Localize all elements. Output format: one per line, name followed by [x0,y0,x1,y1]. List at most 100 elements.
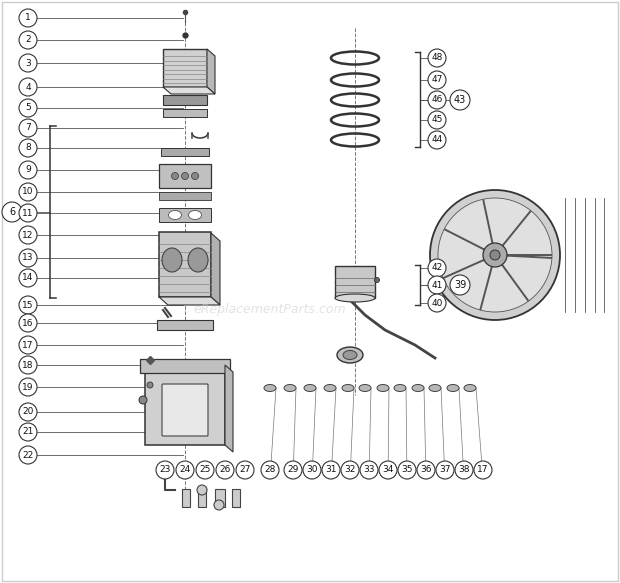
Circle shape [192,173,198,180]
FancyBboxPatch shape [159,232,211,297]
Circle shape [261,461,279,479]
FancyBboxPatch shape [159,208,211,222]
Circle shape [172,173,179,180]
Circle shape [19,226,37,244]
Circle shape [19,78,37,96]
Text: 37: 37 [439,465,451,475]
Ellipse shape [447,385,459,392]
Circle shape [438,198,552,312]
Text: 22: 22 [22,451,33,459]
Polygon shape [211,233,220,305]
Circle shape [19,269,37,287]
Ellipse shape [304,385,316,392]
Ellipse shape [337,347,363,363]
Circle shape [197,485,207,495]
FancyBboxPatch shape [163,109,207,117]
Circle shape [428,91,446,109]
Text: 24: 24 [179,465,190,475]
Circle shape [19,183,37,201]
Text: 45: 45 [432,115,443,125]
Circle shape [19,119,37,137]
Ellipse shape [188,210,202,220]
Ellipse shape [324,385,336,392]
FancyBboxPatch shape [335,266,375,298]
Circle shape [374,278,379,283]
Ellipse shape [377,385,389,392]
Circle shape [182,173,188,180]
Text: 16: 16 [22,318,33,328]
Text: 6: 6 [9,207,15,217]
Polygon shape [225,365,233,452]
Circle shape [147,382,153,388]
Text: 19: 19 [22,382,33,392]
Circle shape [19,314,37,332]
Circle shape [19,356,37,374]
Circle shape [19,204,37,222]
Text: 9: 9 [25,166,31,174]
Ellipse shape [169,210,182,220]
Text: 25: 25 [199,465,211,475]
Ellipse shape [412,385,424,392]
Text: 1: 1 [25,13,31,23]
Circle shape [19,446,37,464]
Circle shape [19,54,37,72]
Text: 17: 17 [477,465,489,475]
Text: 46: 46 [432,96,443,104]
FancyBboxPatch shape [232,489,240,507]
Text: 34: 34 [383,465,394,475]
Circle shape [417,461,435,479]
Text: 8: 8 [25,143,31,153]
Circle shape [428,294,446,312]
Ellipse shape [284,385,296,392]
Circle shape [428,131,446,149]
FancyBboxPatch shape [159,164,211,188]
Text: 5: 5 [25,104,31,113]
FancyBboxPatch shape [163,49,207,87]
Circle shape [19,336,37,354]
Text: 4: 4 [25,83,31,92]
Circle shape [398,461,416,479]
Text: 40: 40 [432,298,443,307]
Text: 11: 11 [22,209,33,217]
Text: 48: 48 [432,54,443,62]
Circle shape [379,461,397,479]
Circle shape [236,461,254,479]
Circle shape [139,396,147,404]
FancyBboxPatch shape [145,365,225,445]
Text: 44: 44 [432,135,443,145]
Circle shape [341,461,359,479]
Circle shape [176,461,194,479]
FancyBboxPatch shape [182,489,190,507]
Text: 2: 2 [25,36,31,44]
Circle shape [360,461,378,479]
Text: 33: 33 [363,465,374,475]
Circle shape [483,243,507,267]
Circle shape [284,461,302,479]
Text: 38: 38 [458,465,470,475]
Circle shape [2,202,22,222]
Text: 23: 23 [159,465,170,475]
Text: 13: 13 [22,254,33,262]
Ellipse shape [343,350,357,360]
Ellipse shape [335,294,375,302]
Text: 43: 43 [454,95,466,105]
Text: 39: 39 [454,280,466,290]
Ellipse shape [264,385,276,392]
Text: 15: 15 [22,300,33,310]
Text: 28: 28 [264,465,276,475]
Circle shape [19,31,37,49]
Circle shape [474,461,492,479]
Text: 47: 47 [432,76,443,85]
Ellipse shape [429,385,441,392]
Circle shape [19,296,37,314]
Circle shape [455,461,473,479]
Polygon shape [207,49,215,94]
Text: 35: 35 [401,465,413,475]
Circle shape [156,461,174,479]
Text: 31: 31 [326,465,337,475]
FancyBboxPatch shape [215,489,225,507]
Text: 26: 26 [219,465,231,475]
Polygon shape [163,87,215,94]
Text: 3: 3 [25,58,31,68]
Text: 42: 42 [432,264,443,272]
